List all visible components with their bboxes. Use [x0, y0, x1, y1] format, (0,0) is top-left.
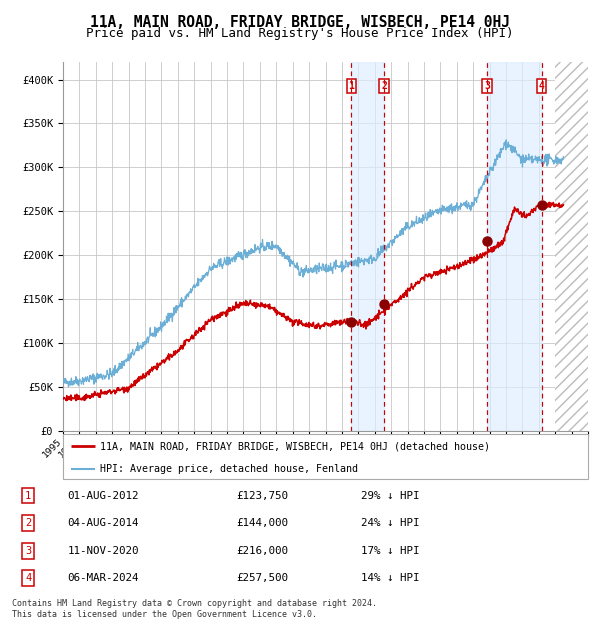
Text: 1: 1: [349, 81, 355, 91]
Text: 04-AUG-2014: 04-AUG-2014: [67, 518, 139, 528]
Text: 11A, MAIN ROAD, FRIDAY BRIDGE, WISBECH, PE14 0HJ: 11A, MAIN ROAD, FRIDAY BRIDGE, WISBECH, …: [90, 15, 510, 30]
Text: 3: 3: [484, 81, 490, 91]
Text: £216,000: £216,000: [236, 546, 288, 556]
Text: 17% ↓ HPI: 17% ↓ HPI: [361, 546, 420, 556]
Text: 06-MAR-2024: 06-MAR-2024: [67, 574, 139, 583]
Bar: [352, 62, 384, 431]
Text: Contains HM Land Registry data © Crown copyright and database right 2024.
This d: Contains HM Land Registry data © Crown c…: [12, 600, 377, 619]
Text: 11-NOV-2020: 11-NOV-2020: [67, 546, 139, 556]
Text: 29% ↓ HPI: 29% ↓ HPI: [361, 490, 420, 500]
Text: 4: 4: [539, 81, 545, 91]
Text: 3: 3: [25, 546, 31, 556]
Text: £123,750: £123,750: [236, 490, 288, 500]
Text: 2: 2: [25, 518, 31, 528]
Text: 2: 2: [382, 81, 387, 91]
Text: £144,000: £144,000: [236, 518, 288, 528]
Text: 24% ↓ HPI: 24% ↓ HPI: [361, 518, 420, 528]
Text: 01-AUG-2012: 01-AUG-2012: [67, 490, 139, 500]
Text: 11A, MAIN ROAD, FRIDAY BRIDGE, WISBECH, PE14 0HJ (detached house): 11A, MAIN ROAD, FRIDAY BRIDGE, WISBECH, …: [100, 441, 490, 451]
Text: HPI: Average price, detached house, Fenland: HPI: Average price, detached house, Fenl…: [100, 464, 358, 474]
Text: 1: 1: [25, 490, 31, 500]
Bar: [487, 62, 542, 431]
Text: 4: 4: [25, 574, 31, 583]
Text: £257,500: £257,500: [236, 574, 288, 583]
Text: 14% ↓ HPI: 14% ↓ HPI: [361, 574, 420, 583]
Text: Price paid vs. HM Land Registry's House Price Index (HPI): Price paid vs. HM Land Registry's House …: [86, 27, 514, 40]
